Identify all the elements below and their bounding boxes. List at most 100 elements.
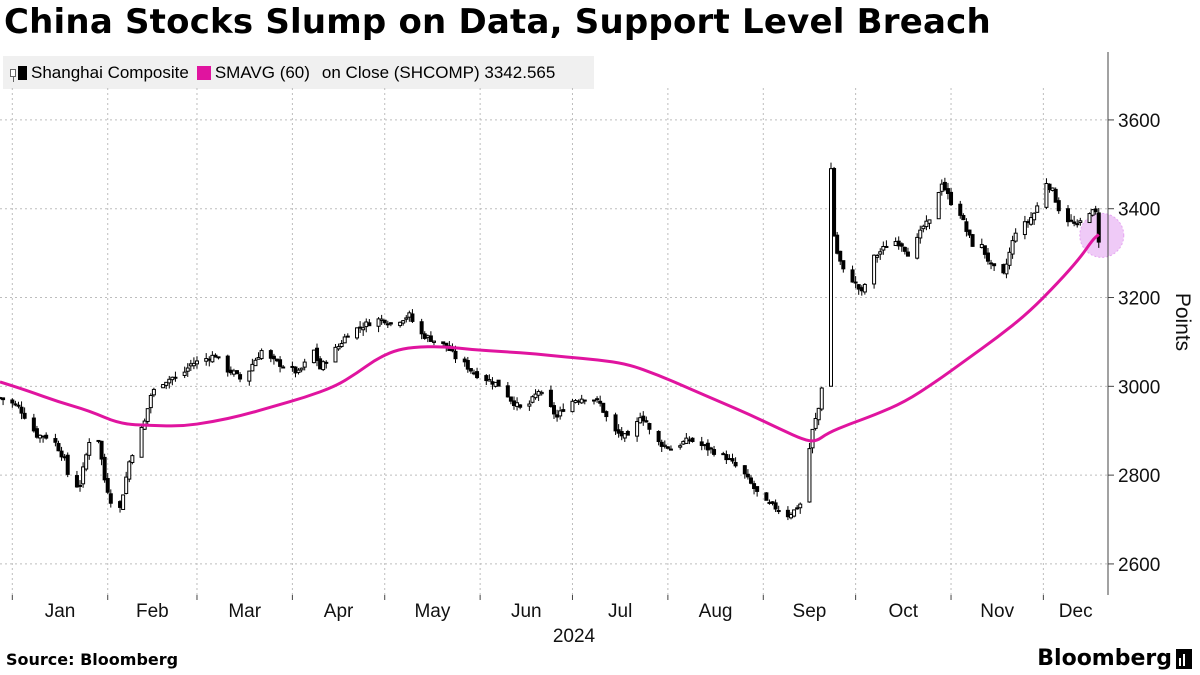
candle-body	[579, 398, 584, 404]
candle-body	[798, 503, 803, 509]
candle-body	[678, 445, 683, 448]
candle-body	[902, 246, 907, 252]
y-axis-ticks: 2600 2800 3000 3200 3400 3600	[1108, 111, 1160, 576]
candle-body	[271, 355, 276, 360]
candle-body	[62, 456, 67, 459]
candle-body	[204, 358, 209, 362]
candle-body	[471, 372, 476, 375]
candle-body	[970, 234, 975, 247]
bloomberg-chart-icon	[1176, 648, 1192, 669]
candle-body	[730, 458, 735, 462]
candle-body	[10, 399, 15, 404]
candle-body	[893, 241, 898, 246]
candle-body	[733, 461, 738, 467]
candle-body	[44, 434, 49, 439]
candle-body	[511, 400, 516, 407]
source-note: Source: Bloomberg	[6, 650, 179, 669]
x-tick-label: Jan	[45, 601, 76, 622]
candle-body	[764, 492, 769, 501]
candle-body	[795, 507, 800, 510]
candle-body	[173, 376, 178, 379]
x-tick-label: Mar	[228, 601, 261, 622]
candle-body	[311, 349, 316, 364]
candle-body	[702, 444, 707, 447]
candle-body	[441, 341, 446, 344]
x-tick-label: Aug	[699, 601, 733, 622]
candle-body	[130, 455, 135, 463]
candle-body	[87, 441, 92, 456]
candle-body	[548, 389, 553, 407]
candle-body	[832, 167, 837, 237]
candle-body	[668, 448, 673, 451]
y-tick-label: 3400	[1118, 200, 1160, 221]
candle-body	[407, 312, 412, 318]
y-tick-label: 2800	[1118, 466, 1160, 487]
candle-body	[1029, 217, 1034, 225]
candle-body	[96, 439, 101, 442]
candle-body	[625, 431, 630, 436]
candle-body	[41, 435, 46, 438]
candle-body	[964, 221, 969, 232]
candle-body	[34, 428, 39, 438]
candle-body	[78, 484, 83, 487]
candle-body	[752, 483, 757, 490]
candle-body	[712, 449, 717, 455]
candle-body	[829, 168, 833, 387]
brand-logo: Bloomberg	[1037, 646, 1192, 671]
y-tick-label: 2600	[1118, 555, 1160, 576]
candle-body	[1093, 208, 1098, 212]
candle-body	[419, 321, 424, 335]
candle-body	[727, 458, 732, 461]
candle-body	[899, 243, 904, 247]
candle-body	[518, 404, 523, 408]
candle-body	[59, 450, 64, 458]
candle-body	[915, 236, 920, 259]
legend-label-smavg-detail: on Close (SHCOMP) 3342.565	[321, 62, 556, 82]
candle-body	[699, 441, 704, 446]
candle-body	[207, 358, 212, 361]
candle-body	[508, 396, 513, 402]
candle-body	[487, 379, 492, 382]
candle-body	[118, 501, 123, 508]
candle-body	[342, 336, 347, 344]
candle-body	[595, 398, 600, 401]
candle-body	[687, 439, 692, 442]
candle-body	[388, 322, 393, 325]
candle-body	[942, 181, 947, 191]
candle-body	[856, 284, 861, 290]
x-tick-label: Dec	[1059, 601, 1093, 622]
candle-body	[465, 360, 470, 370]
candle-body	[210, 354, 215, 363]
candle-body	[665, 446, 670, 449]
candle-body	[185, 367, 190, 372]
y-axis-label: Points	[1171, 293, 1194, 351]
candle-body	[1001, 264, 1006, 274]
candle-body	[690, 437, 695, 443]
candle-body	[336, 346, 341, 350]
candle-body	[1035, 205, 1040, 213]
candle-body	[296, 369, 301, 373]
candle-body	[979, 243, 984, 249]
candle-body	[164, 381, 169, 386]
candle-body	[99, 440, 104, 460]
candle-body	[555, 414, 560, 418]
candle-body	[924, 220, 929, 228]
y-tick-label: 3600	[1118, 111, 1160, 132]
candle-body	[453, 350, 458, 360]
candle-body	[533, 393, 538, 399]
legend-label-shanghai: Shanghai Composite	[31, 62, 189, 82]
candle-body	[936, 192, 941, 220]
candle-body	[253, 359, 258, 367]
candle-body	[1090, 209, 1095, 216]
x-tick-label: Jul	[608, 601, 632, 622]
highlight-circle	[1079, 212, 1125, 258]
candle-body	[967, 229, 972, 236]
candle-body	[124, 476, 129, 494]
candle-body	[613, 414, 618, 432]
candle-body	[810, 428, 815, 449]
candle-body	[410, 313, 415, 322]
candle-body	[1050, 187, 1055, 191]
candle-body	[927, 219, 932, 224]
candle-body	[382, 319, 387, 324]
candle-body	[1022, 221, 1027, 236]
